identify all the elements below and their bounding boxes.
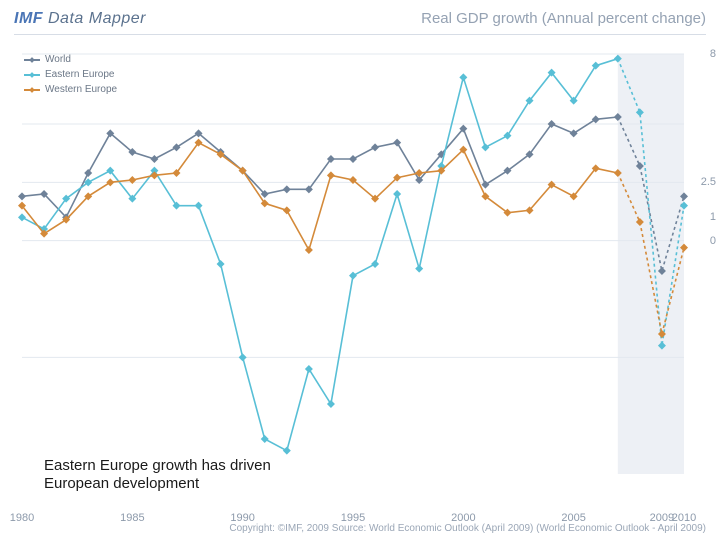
y-tick-label: 8 <box>710 48 716 60</box>
header-divider <box>14 34 706 35</box>
chart-area <box>14 46 706 492</box>
logo: IMF Data Mapper <box>14 10 146 28</box>
header: IMF Data Mapper Real GDP growth (Annual … <box>0 0 720 30</box>
logo-product: Data Mapper <box>48 10 146 27</box>
chart-frame: IMF Data Mapper Real GDP growth (Annual … <box>0 0 720 540</box>
x-tick-label: 1980 <box>10 512 34 524</box>
line-chart <box>14 46 706 492</box>
chart-subtitle: Real GDP growth (Annual percent change) <box>421 10 706 27</box>
y-tick-label: 1 <box>710 211 716 223</box>
y-tick-label: 0 <box>710 235 716 247</box>
y-tick-label: 2.5 <box>701 176 716 188</box>
logo-brand: IMF <box>14 10 43 27</box>
x-tick-label: 1985 <box>120 512 144 524</box>
source-line: Copyright: ©IMF, 2009 Source: World Econ… <box>229 523 706 534</box>
annotation-caption: Eastern Europe growth has driven Europea… <box>40 455 280 497</box>
